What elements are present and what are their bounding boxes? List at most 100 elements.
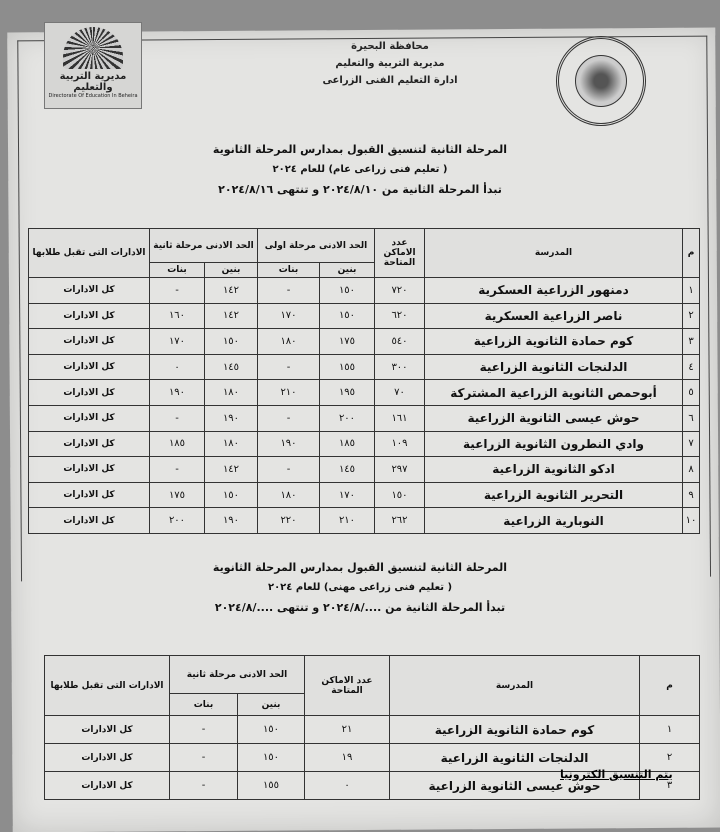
cell-admin: كل الادارات <box>28 456 150 483</box>
cell-num: ٣ <box>639 771 700 800</box>
col-min2: الحد الادنى مرحلة ثانية <box>169 655 305 694</box>
col-num: م <box>639 655 700 716</box>
cell-school: الدلنجات الثانوية الزراعية <box>424 353 683 381</box>
cell-b2: ١٥٥ <box>237 771 305 800</box>
cell-b2: ١٨٠ <box>204 430 258 458</box>
cell-school: ناصر الزراعية العسكرية <box>424 302 683 330</box>
col-num: م <box>682 228 700 278</box>
cell-school: أبوحمص الثانوية الزراعية المشتركة <box>424 379 683 406</box>
cell-b1: ١٥٥ <box>319 353 375 381</box>
cell-seats: ٢٩٧ <box>374 456 425 483</box>
cell-seats: ٥٤٠ <box>374 328 425 355</box>
col-boys2: بنين <box>204 262 258 278</box>
col-seats: عدد الاماكن المتاحة <box>374 228 425 278</box>
cell-g2: ١٧٠ <box>149 328 205 355</box>
cell-seats: ٦٢٠ <box>374 302 425 330</box>
table-row: ١ كوم حمادة الثانوية الزراعية ٢١ ١٥٠- كل الا… <box>44 715 700 744</box>
cell-g2: ١٧٥ <box>149 481 205 509</box>
cell-g1: ٢٢٠ <box>257 507 320 534</box>
cell-seats: ١٩ <box>304 743 390 772</box>
ministry-seal-icon <box>556 36 646 126</box>
cell-school: التحرير الثانوية الزراعية <box>424 481 683 509</box>
cell-b1: ٢١٠ <box>319 507 375 534</box>
cell-g2: ١٩٠ <box>149 379 205 406</box>
cell-b2: ١٤٢ <box>204 456 258 483</box>
cell-admin: كل الادارات <box>28 379 150 406</box>
cell-seats: ٧٠ <box>374 379 425 406</box>
governorate: محافظة البحيرة <box>351 41 429 52</box>
table-row: ١٠ النوبارية الزراعية ٢٦٢ ٢١٠ ٢٢٠ ١٩٠ ٢٠٠ كل ال… <box>28 507 700 534</box>
section2-subtitle: ( تعليم فنى زراعى مهنى) للعام ٢٠٢٤ <box>267 582 453 593</box>
table-row: ٢ ناصر الزراعية العسكرية ٦٢٠ ١٥٠ ١٧٠ ١٤٢ ١٦٠ كل… <box>28 302 700 330</box>
administration: ادارة التعليم الفنى الزراعى <box>322 75 458 86</box>
table-row: ٣ حوش عيسى الثانوية الزراعية ٠ ١٥٥- كل الادا… <box>44 771 700 800</box>
cell-g1: - <box>257 404 320 432</box>
cell-b2: ١٤٥ <box>204 353 258 381</box>
cell-b1: ٢٠٠ <box>319 404 375 432</box>
cell-num: ١ <box>639 715 700 744</box>
cell-seats: ١٠٩ <box>374 430 425 458</box>
cell-seats: ٠ <box>304 771 390 800</box>
cell-b1: ١٤٥ <box>319 456 375 483</box>
col-min2: الحد الادنى مرحلة ثانية <box>149 228 258 263</box>
section2-heading: المرحلة الثانية لتنسيق القبول بمدارس الم… <box>0 558 720 618</box>
cell-num: ٨ <box>682 456 700 483</box>
table-row: ٥ أبوحمص الثانوية الزراعية المشتركة ٧٠ ١٩٥ ٢… <box>28 379 700 406</box>
cell-g2: ١٨٥ <box>149 430 205 458</box>
cell-g2: - <box>149 404 205 432</box>
cell-num: ٦ <box>682 404 700 432</box>
cell-admin: كل الادارات <box>28 404 150 432</box>
cell-num: ٩ <box>682 481 700 509</box>
cell-g1: ١٨٠ <box>257 481 320 509</box>
cell-g2: - <box>169 743 238 772</box>
cell-b2: ١٥٠ <box>204 328 258 355</box>
cell-b1: ١٩٥ <box>319 379 375 406</box>
cell-g2: ٠ <box>149 353 205 381</box>
col-admin: الادارات التى تقبل طلابها <box>28 228 150 278</box>
cell-seats: ٣٠٠ <box>374 353 425 381</box>
cell-b1: ١٧٠ <box>319 481 375 509</box>
table-row: ١ دمنهور الزراعية العسكرية ٧٢٠ ١٥٠-١٤٢- كل ا… <box>28 277 700 304</box>
table-row: ٨ ادكو الثانوية الزراعية ٢٩٧ ١٤٥-١٤٢- كل الا… <box>28 456 700 483</box>
col-girls1: بنات <box>257 262 320 278</box>
cell-g1: - <box>257 353 320 381</box>
table-row: ٦ حوش عيسى الثانوية الزراعية ١٦١ ٢٠٠-١٩٠- كل… <box>28 404 700 432</box>
electronic-coordination-note: يتم التنسيق الكترونيا <box>560 768 673 781</box>
cell-seats: ١٦١ <box>374 404 425 432</box>
table-vocational: م المدرسة عدد الاماكن المتاحة الحد الادن… <box>44 655 700 800</box>
cell-admin: كل الادارات <box>28 353 150 381</box>
cell-admin: كل الادارات <box>28 481 150 509</box>
cell-admin: كل الادارات <box>28 277 150 304</box>
cell-g1: ١٧٠ <box>257 302 320 330</box>
directorate-logo: مديرية التربية والتعليم Directorate Of E… <box>44 22 142 109</box>
cell-g1: ١٨٠ <box>257 328 320 355</box>
cell-school: حوش عيسى الثانوية الزراعية <box>389 771 640 800</box>
table-row: ٧ وادي النطرون الثانوية الزراعية ١٠٩ ١٨٥ ١٩٠… <box>28 430 700 458</box>
cell-g2: - <box>149 456 205 483</box>
table-row: ٩ التحرير الثانوية الزراعية ١٥٠ ١٧٠ ١٨٠ ١٥٠ ١٧… <box>28 481 700 509</box>
cell-admin: كل الادارات <box>44 771 170 800</box>
cell-b1: ١٥٠ <box>319 302 375 330</box>
cell-school: كوم حمادة الثانوية الزراعية <box>424 328 683 355</box>
cell-num: ٥ <box>682 379 700 406</box>
cell-admin: كل الادارات <box>28 507 150 534</box>
cell-seats: ٧٢٠ <box>374 277 425 304</box>
cell-b2: ١٩٠ <box>204 404 258 432</box>
col-girls2: بنات <box>149 262 205 278</box>
table-row: ٣ كوم حمادة الثانوية الزراعية ٥٤٠ ١٧٥ ١٨٠ ١٥٠… <box>28 328 700 355</box>
cell-g2: - <box>169 771 238 800</box>
section1-title: المرحلة الثانية لتنسيق القبول بمدارس الم… <box>212 143 508 156</box>
cell-b2: ١٤٢ <box>204 302 258 330</box>
section2-dates: تبدأ المرحلة الثانية من ..../٢٠٢٤/٨ و تن… <box>214 601 506 614</box>
col-school: المدرسة <box>389 655 640 716</box>
table-row: ٤ الدلنجات الثانوية الزراعية ٣٠٠ ١٥٥-١٤٥ ٠ كل… <box>28 353 700 381</box>
col-boys2: بنين <box>237 693 305 716</box>
cell-b2: ١٥٠ <box>204 481 258 509</box>
cell-g1: ١٩٠ <box>257 430 320 458</box>
cell-b1: ١٧٥ <box>319 328 375 355</box>
cell-b2: ١٨٠ <box>204 379 258 406</box>
cell-num: ٢ <box>639 743 700 772</box>
cell-b2: ١٥٠ <box>237 743 305 772</box>
col-school: المدرسة <box>424 228 683 278</box>
cell-num: ١٠ <box>682 507 700 534</box>
